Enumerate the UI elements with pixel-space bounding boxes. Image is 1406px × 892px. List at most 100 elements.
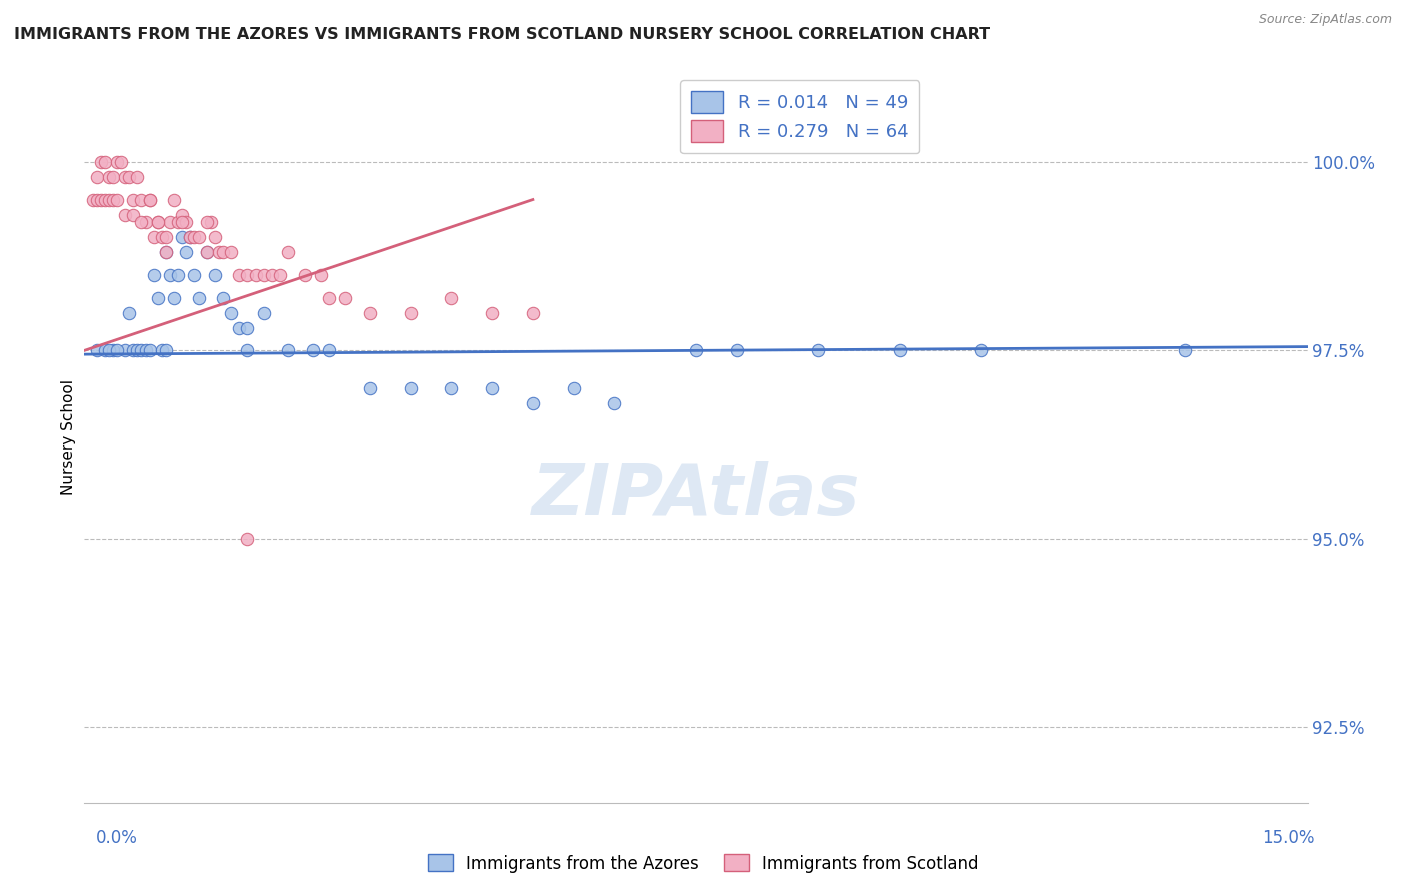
Point <box>131 193 153 207</box>
Point <box>970 343 993 358</box>
Point <box>86 193 108 207</box>
Point <box>93 154 115 169</box>
Point <box>172 230 194 244</box>
Point <box>163 193 186 207</box>
Point <box>522 306 544 320</box>
Point <box>150 230 173 244</box>
Point <box>82 193 104 207</box>
Point <box>236 532 259 546</box>
Point <box>236 268 259 282</box>
Point <box>97 343 120 358</box>
Point <box>208 245 231 260</box>
Point <box>122 343 145 358</box>
Point <box>101 169 124 184</box>
Point <box>200 215 222 229</box>
Point <box>187 291 209 305</box>
Point <box>172 215 194 229</box>
Point <box>440 381 463 395</box>
Point <box>562 381 585 395</box>
Point <box>86 343 108 358</box>
Point <box>146 291 169 305</box>
Point <box>195 245 218 260</box>
Legend: Immigrants from the Azores, Immigrants from Scotland: Immigrants from the Azores, Immigrants f… <box>420 847 986 880</box>
Point <box>135 343 157 358</box>
Point <box>118 169 141 184</box>
Point <box>114 208 136 222</box>
Point <box>138 193 160 207</box>
Y-axis label: Nursery School: Nursery School <box>60 379 76 495</box>
Point <box>301 343 323 358</box>
Point <box>522 396 544 410</box>
Point <box>105 343 128 358</box>
Point <box>155 245 177 260</box>
Point <box>135 215 157 229</box>
Point <box>97 169 120 184</box>
Point <box>309 268 332 282</box>
Point <box>105 193 128 207</box>
Point <box>260 268 283 282</box>
Point <box>155 343 177 358</box>
Point <box>179 230 201 244</box>
Legend: R = 0.014   N = 49, R = 0.279   N = 64: R = 0.014 N = 49, R = 0.279 N = 64 <box>681 80 920 153</box>
Point <box>127 169 149 184</box>
Point <box>97 193 120 207</box>
Point <box>228 320 250 334</box>
Text: 0.0%: 0.0% <box>96 829 138 847</box>
Point <box>86 169 108 184</box>
Point <box>889 343 911 358</box>
Point <box>101 193 124 207</box>
Point <box>174 215 197 229</box>
Point <box>131 215 153 229</box>
Point <box>245 268 267 282</box>
Point <box>212 291 235 305</box>
Point <box>253 268 276 282</box>
Point <box>253 306 276 320</box>
Point <box>114 343 136 358</box>
Point <box>146 215 169 229</box>
Point <box>269 268 291 282</box>
Point <box>174 245 197 260</box>
Point <box>228 268 250 282</box>
Point <box>236 343 259 358</box>
Point <box>159 268 181 282</box>
Text: IMMIGRANTS FROM THE AZORES VS IMMIGRANTS FROM SCOTLAND NURSERY SCHOOL CORRELATIO: IMMIGRANTS FROM THE AZORES VS IMMIGRANTS… <box>14 27 990 42</box>
Point <box>399 381 422 395</box>
Point <box>212 245 235 260</box>
Point <box>440 291 463 305</box>
Point <box>138 343 160 358</box>
Point <box>131 343 153 358</box>
Point <box>335 291 357 305</box>
Text: 15.0%: 15.0% <box>1263 829 1315 847</box>
Point <box>725 343 748 358</box>
Point <box>105 154 128 169</box>
Point <box>150 343 173 358</box>
Point <box>118 306 141 320</box>
Point <box>159 215 181 229</box>
Point <box>359 381 381 395</box>
Point <box>481 381 503 395</box>
Text: ZIPAtlas: ZIPAtlas <box>531 461 860 530</box>
Point <box>685 343 707 358</box>
Point <box>167 215 190 229</box>
Point <box>195 215 218 229</box>
Point <box>603 396 626 410</box>
Point <box>146 215 169 229</box>
Point <box>93 343 115 358</box>
Point <box>204 268 226 282</box>
Point <box>399 306 422 320</box>
Point <box>179 230 201 244</box>
Point <box>155 230 177 244</box>
Point <box>167 268 190 282</box>
Point <box>90 193 112 207</box>
Point <box>163 291 186 305</box>
Point <box>195 245 218 260</box>
Point <box>90 154 112 169</box>
Point <box>318 343 340 358</box>
Point <box>122 208 145 222</box>
Point <box>155 245 177 260</box>
Point <box>236 320 259 334</box>
Point <box>294 268 316 282</box>
Point <box>204 230 226 244</box>
Point <box>277 343 299 358</box>
Point <box>187 230 209 244</box>
